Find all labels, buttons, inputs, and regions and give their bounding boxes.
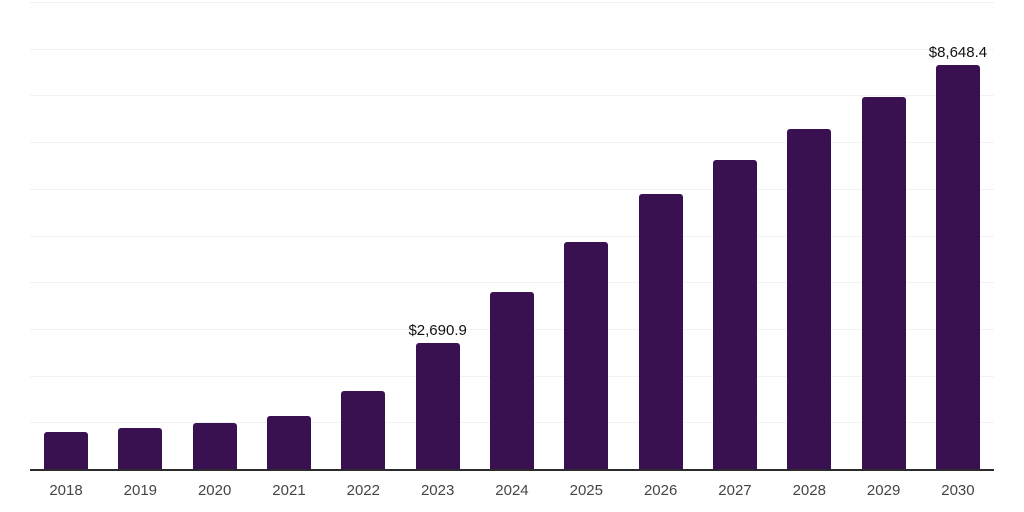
bar-slot-2021	[266, 416, 311, 469]
bar-slot-2024	[489, 292, 534, 469]
x-tick-2023: 2023	[420, 482, 455, 499]
bar-slot-2029	[861, 97, 906, 469]
gridline	[30, 188, 994, 190]
bar-slot-2030: $8,648.4	[929, 45, 987, 469]
gridline	[30, 282, 994, 284]
x-tick-2026: 2026	[643, 482, 678, 499]
x-tick-2025: 2025	[569, 482, 603, 499]
x-tick-2021: 2021	[272, 482, 306, 499]
bar-slot-2020	[192, 423, 237, 469]
bar-2023	[415, 343, 460, 469]
bar-2030	[935, 65, 980, 469]
bar-slot-2018	[44, 432, 88, 469]
bar-2026	[638, 194, 683, 469]
x-axis-tick-labels: 2018 2019 2020 2021 2022 2023 2024 2025 2026 2027…	[30, 482, 994, 500]
bar-slot-2019	[118, 428, 163, 469]
value-label-2030: $8,648.4	[928, 44, 988, 61]
bar-slot-2027	[712, 160, 757, 469]
gridline	[30, 48, 994, 50]
gridline	[30, 2, 994, 3]
x-tick-2022: 2022	[346, 482, 380, 499]
x-axis-line	[30, 469, 994, 471]
x-tick-2030: 2030	[941, 482, 975, 499]
value-label-2023: $2,690.9	[408, 322, 467, 339]
gridline	[30, 95, 994, 97]
bar-2027	[712, 160, 757, 469]
gridline	[30, 235, 994, 237]
bar-slot-2025	[564, 242, 609, 469]
gridline	[30, 142, 994, 144]
x-tick-2019: 2019	[123, 482, 158, 499]
bar-2025	[564, 242, 609, 469]
bar-slot-2026	[638, 194, 683, 469]
bar-2020	[192, 423, 237, 469]
bar-2022	[341, 391, 386, 469]
x-tick-2028: 2028	[792, 482, 826, 499]
bar-2024	[489, 292, 534, 469]
bars-container: $2,690.9 $8,648.4	[30, 2, 994, 469]
x-tick-2024: 2024	[495, 482, 529, 499]
x-tick-2029: 2029	[866, 482, 901, 499]
plot-area: $2,690.9 $8,648.4	[30, 2, 994, 471]
bar-2019	[118, 428, 163, 469]
bar-2018	[44, 432, 88, 469]
bar-slot-2022	[341, 391, 386, 469]
bar-2021	[266, 416, 311, 469]
bar-slot-2023: $2,690.9	[408, 323, 467, 469]
bar-slot-2028	[787, 129, 832, 469]
x-tick-2027: 2027	[718, 482, 752, 499]
x-tick-2018: 2018	[49, 482, 83, 499]
bar-2028	[787, 129, 832, 469]
x-tick-2020: 2020	[197, 482, 232, 499]
bar-2029	[861, 97, 906, 469]
